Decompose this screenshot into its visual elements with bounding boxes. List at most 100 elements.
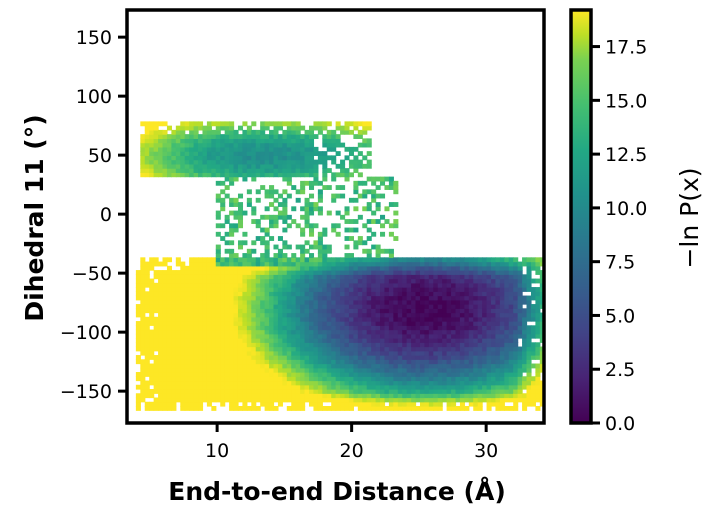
heatmap-cell bbox=[366, 316, 372, 322]
heatmap-cell bbox=[335, 163, 341, 169]
heatmap-cell bbox=[166, 278, 172, 284]
heatmap-cell bbox=[477, 257, 483, 263]
heatmap-cell bbox=[229, 138, 235, 144]
heatmap-cell bbox=[135, 291, 141, 297]
heatmap-cell bbox=[220, 125, 226, 131]
heatmap-cell bbox=[309, 125, 315, 131]
heatmap-cell bbox=[357, 142, 363, 148]
heatmap-cell bbox=[264, 376, 270, 382]
heatmap-cell bbox=[322, 393, 328, 399]
heatmap-cell bbox=[246, 299, 252, 305]
heatmap-cell bbox=[166, 155, 172, 161]
heatmap-cell bbox=[211, 397, 217, 403]
heatmap-cell bbox=[411, 389, 417, 394]
heatmap-cell bbox=[322, 121, 328, 127]
heatmap-cell bbox=[348, 197, 354, 203]
heatmap-cell bbox=[513, 393, 519, 399]
heatmap-cell bbox=[526, 308, 532, 314]
heatmap-cell bbox=[340, 265, 346, 271]
heatmap-cell bbox=[237, 244, 244, 250]
heatmap-cell bbox=[300, 350, 306, 356]
heatmap-cell bbox=[317, 355, 323, 360]
heatmap-cell bbox=[175, 304, 181, 309]
heatmap-cell bbox=[202, 163, 208, 169]
plot-frame bbox=[125, 8, 546, 425]
heatmap-cell bbox=[277, 384, 283, 390]
heatmap-cell bbox=[428, 380, 434, 386]
heatmap-cell bbox=[495, 299, 501, 305]
heatmap-cell bbox=[171, 393, 177, 399]
heatmap-cell bbox=[166, 397, 172, 403]
heatmap-cell bbox=[242, 363, 248, 369]
heatmap-cell bbox=[291, 389, 297, 394]
heatmap-cell bbox=[264, 295, 270, 301]
heatmap-cell bbox=[162, 274, 168, 280]
heatmap-cell bbox=[220, 338, 226, 343]
heatmap-cell bbox=[530, 350, 536, 356]
heatmap-cell bbox=[362, 406, 368, 411]
heatmap-cell bbox=[309, 363, 315, 369]
heatmap-cell bbox=[442, 299, 448, 305]
heatmap-cell bbox=[384, 389, 390, 394]
heatmap-cell bbox=[198, 138, 204, 144]
heatmap-cell bbox=[286, 372, 292, 377]
heatmap-cell bbox=[415, 355, 421, 360]
heatmap-cell bbox=[326, 248, 332, 254]
heatmap-cell bbox=[442, 308, 448, 314]
heatmap-cell bbox=[397, 397, 403, 403]
heatmap-cell bbox=[539, 363, 544, 369]
heatmap-cell bbox=[140, 367, 146, 373]
heatmap-cell bbox=[211, 163, 217, 169]
heatmap-cell bbox=[237, 359, 244, 365]
heatmap-cell bbox=[149, 338, 155, 343]
heatmap-cell bbox=[317, 287, 323, 292]
heatmap-cell bbox=[264, 142, 270, 148]
heatmap-cell bbox=[286, 338, 292, 343]
heatmap-cell bbox=[526, 299, 532, 305]
heatmap-cell bbox=[229, 265, 235, 271]
heatmap-cell bbox=[286, 363, 292, 369]
heatmap-cell bbox=[317, 346, 323, 352]
heatmap-cell bbox=[362, 270, 368, 275]
heatmap-cell bbox=[362, 155, 368, 161]
heatmap-cell bbox=[286, 376, 292, 382]
heatmap-cell bbox=[419, 393, 426, 399]
heatmap-cell bbox=[140, 393, 146, 399]
heatmap-cell bbox=[180, 274, 186, 280]
heatmap-cell bbox=[340, 321, 346, 326]
heatmap-cell bbox=[220, 206, 226, 212]
heatmap-cell bbox=[424, 372, 430, 377]
heatmap-cell bbox=[468, 295, 474, 301]
heatmap-cell bbox=[380, 291, 386, 297]
heatmap-cell bbox=[202, 159, 208, 165]
heatmap-cell bbox=[282, 240, 288, 246]
heatmap-cell bbox=[193, 278, 199, 284]
heatmap-cell bbox=[468, 384, 474, 390]
heatmap-cell bbox=[477, 278, 483, 284]
heatmap-cell bbox=[282, 363, 288, 369]
heatmap-cell bbox=[473, 401, 479, 407]
heatmap-cell bbox=[184, 274, 190, 280]
heatmap-cell bbox=[189, 355, 195, 360]
heatmap-cell bbox=[149, 282, 155, 288]
heatmap-cell bbox=[535, 367, 541, 373]
heatmap-cell bbox=[304, 197, 310, 203]
heatmap-cell bbox=[366, 159, 372, 165]
heatmap-cell bbox=[442, 333, 448, 339]
heatmap-cell bbox=[353, 121, 359, 127]
heatmap-cell bbox=[140, 138, 146, 144]
heatmap-cell bbox=[246, 172, 252, 178]
heatmap-cell bbox=[508, 261, 514, 267]
heatmap-cell bbox=[202, 350, 208, 356]
heatmap-cell bbox=[433, 359, 439, 365]
heatmap-cell bbox=[335, 121, 341, 127]
heatmap-cell bbox=[166, 134, 172, 139]
heatmap-cell bbox=[309, 287, 315, 292]
heatmap-cell bbox=[166, 257, 172, 263]
x-tick-label: 30 bbox=[474, 440, 498, 462]
heatmap-cell bbox=[273, 253, 279, 258]
heatmap-cell bbox=[375, 350, 381, 356]
heatmap-cell bbox=[300, 325, 306, 331]
heatmap-cell bbox=[508, 312, 514, 318]
heatmap-cell bbox=[282, 197, 288, 203]
